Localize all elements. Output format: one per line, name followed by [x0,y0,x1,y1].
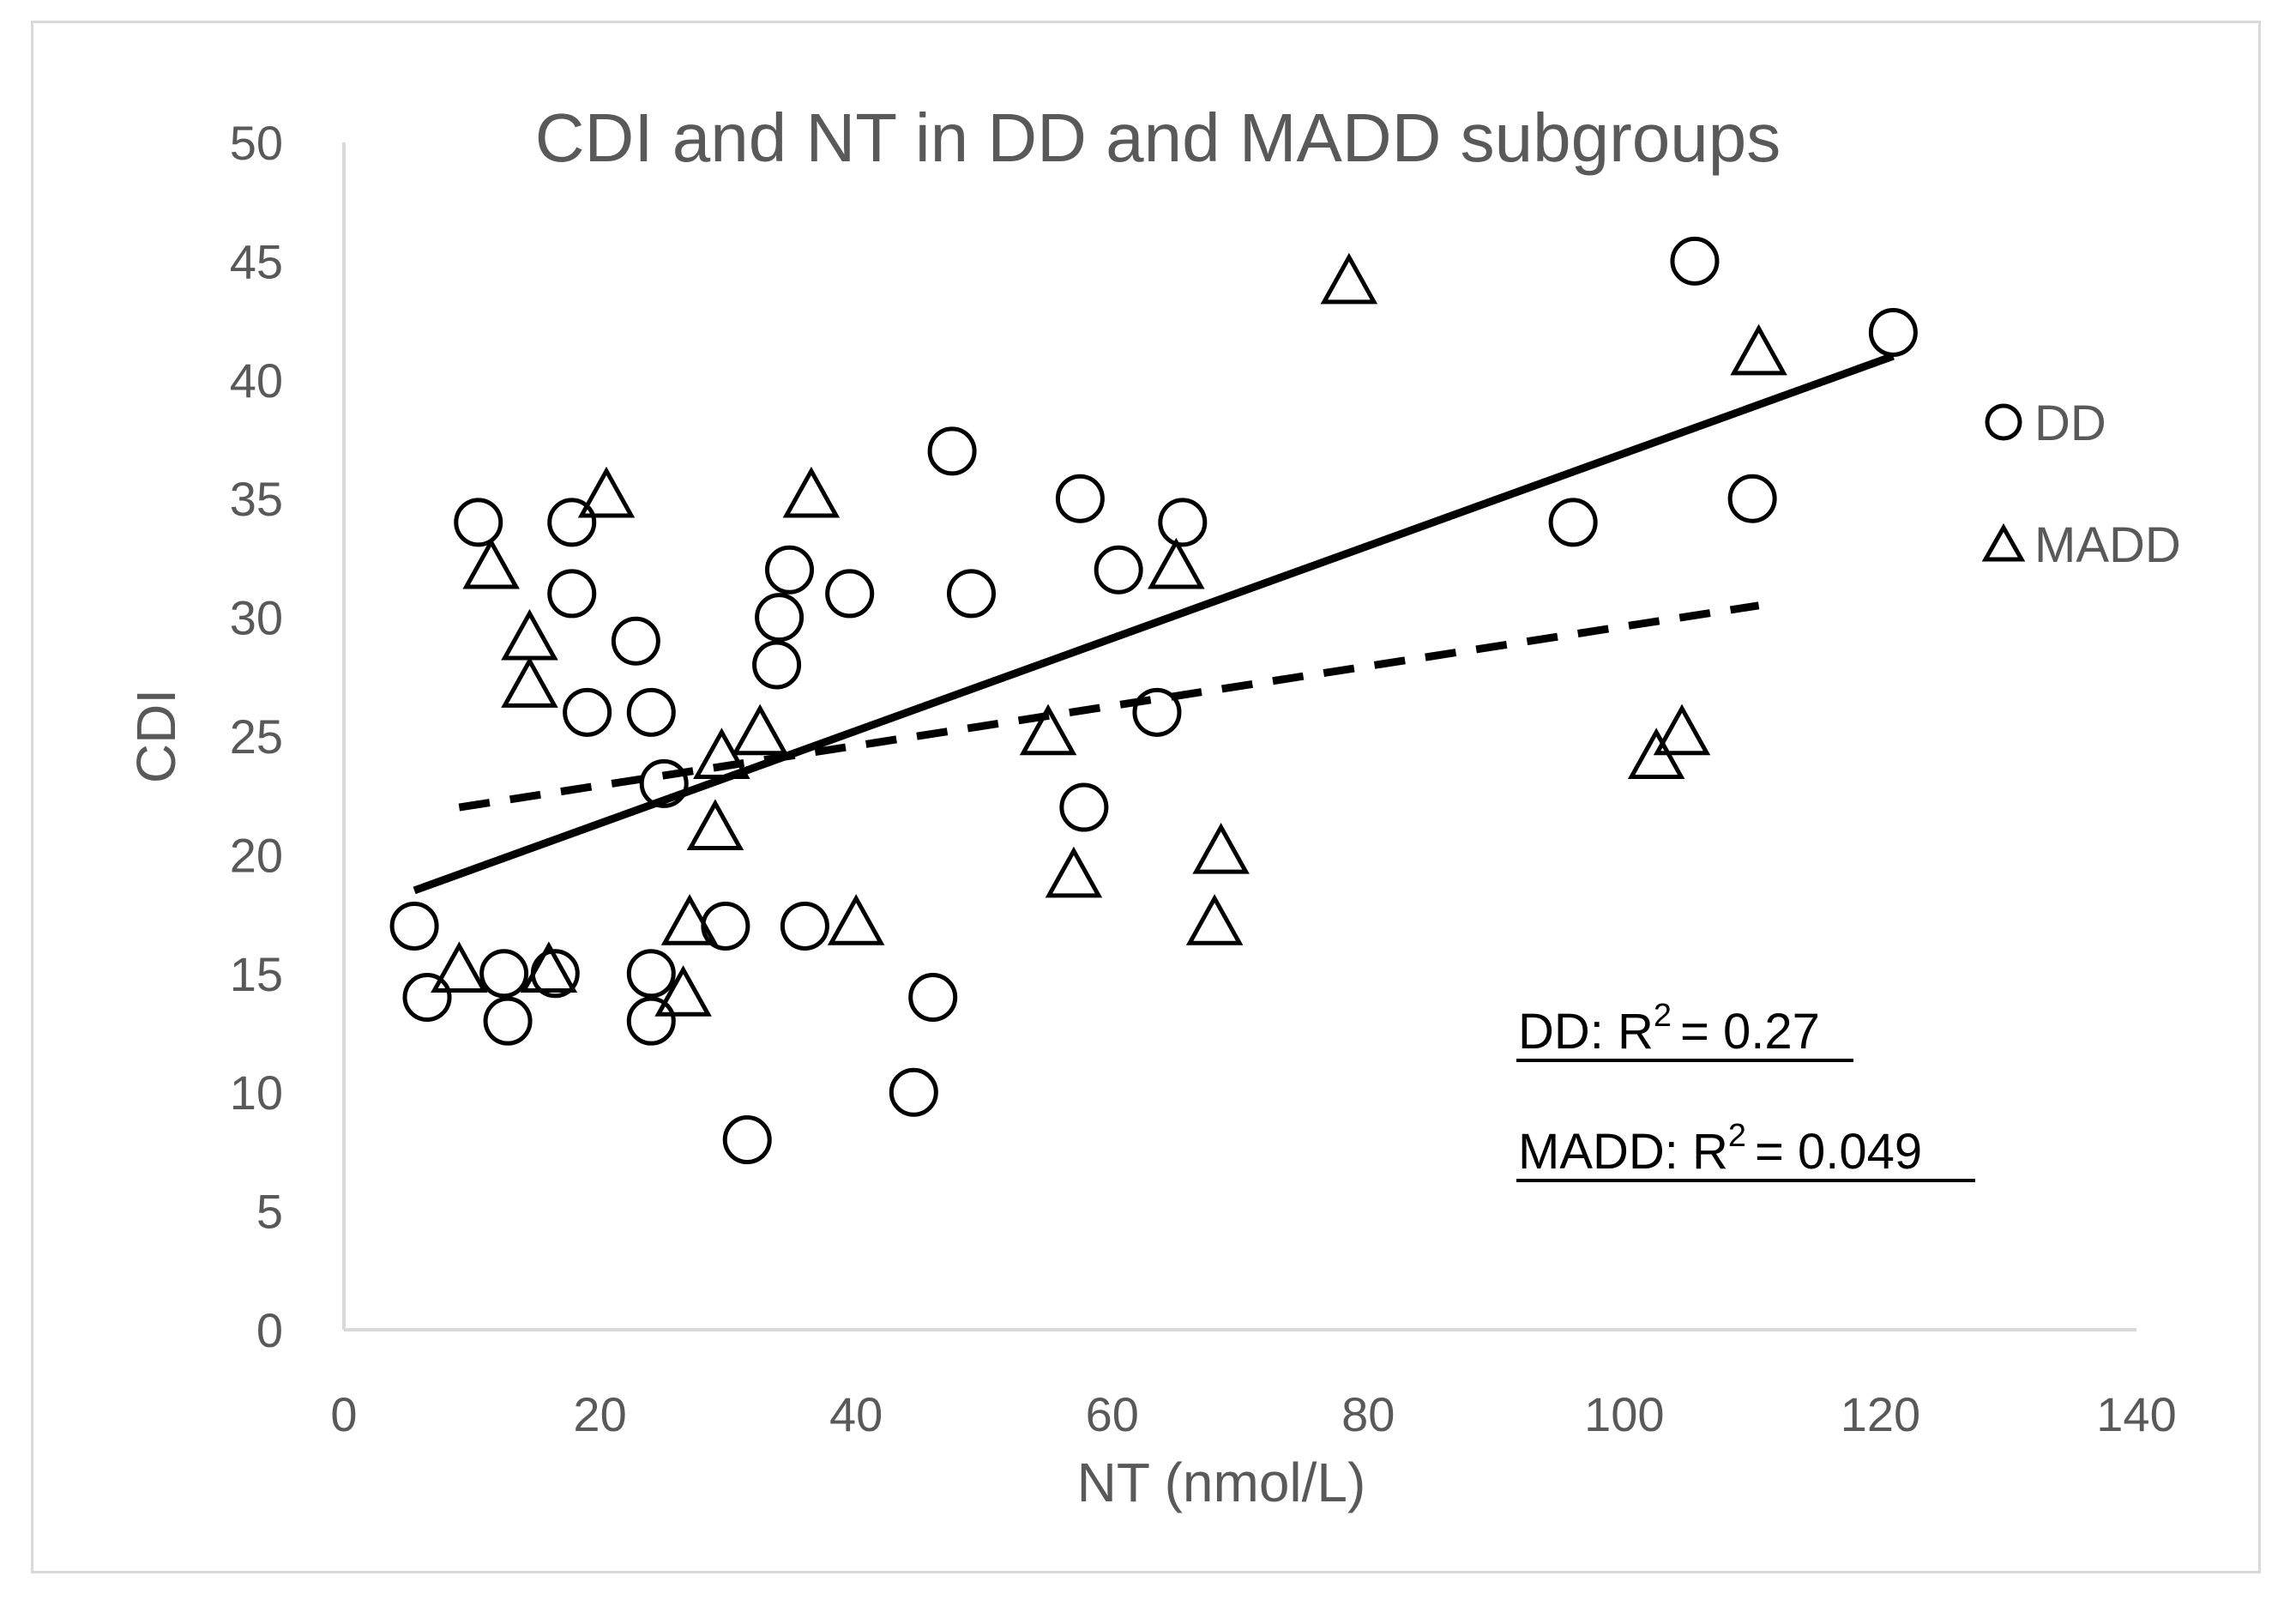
madd-point [1148,537,1205,589]
madd-point [660,894,719,945]
legend: DD MADD [1981,395,2181,573]
x-tick-label: 0 [330,1387,357,1441]
dd-point [626,949,676,999]
madd-r-squared-superscript: 2 [1728,1118,1746,1154]
dd-r-squared-label: DD: R [1518,1004,1654,1060]
dd-point [402,972,452,1022]
dd-point [389,901,439,951]
madd-r-squared-value: = 0.049 [1755,1124,1922,1180]
y-tick-label: 50 [230,116,283,170]
madd-point [686,799,744,850]
trendlines [413,352,1895,895]
dd-point [611,616,660,666]
madd-point [520,941,578,993]
y-tick-label: 20 [230,828,283,882]
dd-point [1727,474,1777,523]
dd-point [755,593,805,643]
y-tick-label: 0 [256,1303,283,1357]
dd-point [454,498,503,547]
legend-marker-madd [1981,522,2026,562]
madd-point [827,894,885,945]
r-squared-annotations: DD: R2 = 0.27 MADD: R2 = 0.049 [1516,998,1975,1182]
x-axis-title: NT (nmol/L) [1077,1452,1366,1513]
trendline-madd [458,601,1760,812]
data-marks [389,236,1918,1165]
madd-point [1730,323,1787,376]
dd-point [908,972,958,1022]
dd-point [639,758,689,808]
series-madd [431,252,1787,1017]
dd-r-squared: DD: R2 = 0.27 [1518,998,1820,1060]
legend-label-dd: DD [2034,395,2106,451]
y-tick-label: 25 [230,709,283,764]
x-tick-label: 120 [1841,1387,1920,1441]
madd-point [577,466,636,518]
dd-point [1132,687,1182,737]
dd-point [1055,474,1105,523]
dd-point [483,996,533,1046]
dd-point [563,687,612,737]
madd-point [782,466,841,518]
madd-point [1653,703,1711,756]
x-tick-label: 40 [829,1387,883,1441]
y-tick-label: 5 [256,1185,283,1239]
legend-label-madd: MADD [2034,517,2181,573]
madd-point [462,537,520,589]
madd-point [1320,252,1378,305]
madd-r-squared: MADD: R2 = 0.049 [1518,1118,1922,1180]
dd-point [1094,545,1143,595]
dd-point [765,545,815,595]
dd-point [825,569,875,619]
x-tick-label: 100 [1584,1387,1664,1441]
dd-point [752,640,802,690]
madd-point [431,941,488,993]
dd-point [947,569,996,619]
y-tick-label: 10 [230,1066,283,1120]
madd-point [1045,846,1103,898]
x-tick-label: 140 [2096,1387,2176,1441]
dd-r-squared-superscript: 2 [1654,998,1672,1034]
madd-point [731,703,789,756]
y-tick-label: 40 [230,353,283,408]
y-axis-title: CDI [125,689,187,783]
dd-r-squared-value: = 0.27 [1680,1004,1820,1060]
dd-point [889,1067,938,1117]
axes [342,142,2136,1331]
dd-point [1548,498,1598,547]
trendline-dd [413,352,1895,895]
y-tick-label: 35 [230,472,283,526]
dd-point [479,949,529,999]
y-tick-label: 30 [230,591,283,645]
dd-point [547,498,597,547]
chart-frame [31,21,2261,1573]
dd-point [927,426,977,476]
x-tick-label: 60 [1086,1387,1139,1441]
madd-point [654,965,712,1017]
dd-point [1670,236,1720,286]
x-tick-label: 80 [1341,1387,1395,1441]
dd-point [780,901,829,951]
x-tick-labels: 0 20 40 60 80 100 120 140 [330,1387,2176,1441]
dd-point [1059,782,1109,832]
madd-r-squared-label: MADD: R [1518,1124,1728,1180]
madd-point [1192,823,1250,874]
dd-point [722,1115,772,1165]
y-tick-label: 15 [230,947,283,1001]
madd-point [1185,894,1244,945]
dd-point [547,569,597,619]
y-tick-labels: 0 5 10 15 20 25 30 35 40 45 50 [230,116,283,1357]
y-tick-label: 45 [230,234,283,288]
chart-title: CDI and NT in DD and MADD subgroups [535,100,1781,176]
madd-point [501,656,558,708]
dd-point [626,687,676,737]
x-tick-label: 20 [573,1387,626,1441]
legend-marker-dd [1985,403,2022,441]
dd-point [1868,307,1918,357]
madd-point [501,608,558,661]
dd-point [626,996,676,1046]
madd-point [1019,703,1077,756]
dd-point [1158,498,1208,547]
